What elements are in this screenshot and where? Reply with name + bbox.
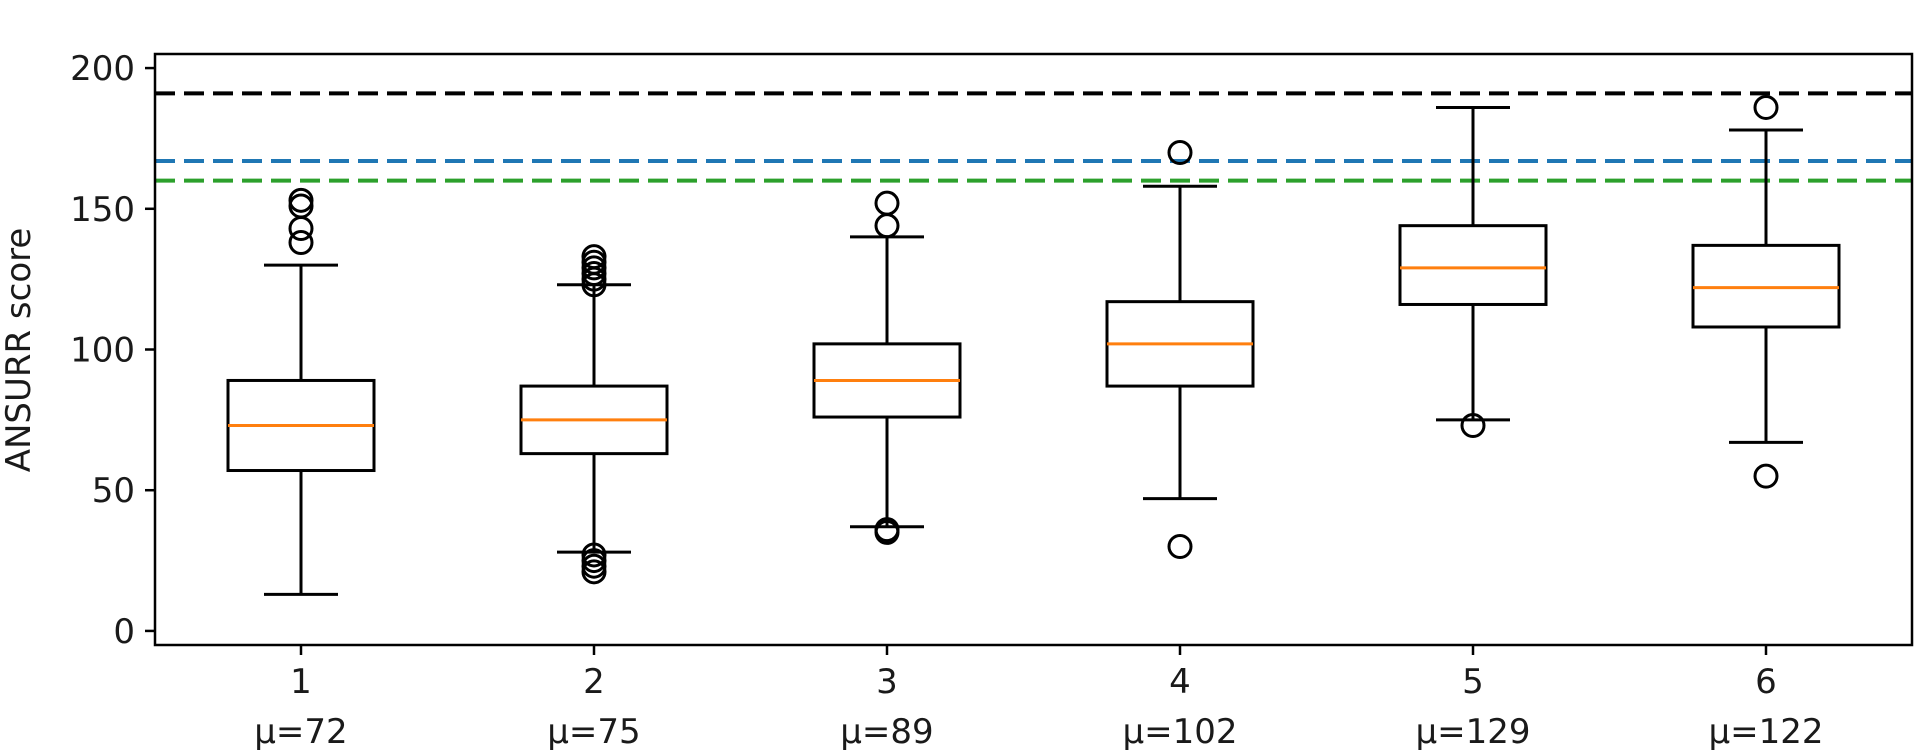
x-tick-label: 5	[1462, 662, 1484, 702]
x-mean-label: μ=89	[840, 712, 933, 752]
outlier-point	[1167, 534, 1193, 559]
box-group-6	[1691, 94, 1841, 489]
x-mean-label: μ=129	[1415, 712, 1530, 752]
outlier-point	[581, 244, 607, 270]
box-group-3	[812, 190, 962, 545]
axes: 0 50 100 150 200 1 μ=72 2 μ=75 3 μ=89 4 μ=102 5 μ=129 6…	[70, 49, 1914, 752]
outlier-point	[1753, 94, 1779, 120]
x-tick-label: 1	[290, 662, 312, 702]
outlier-point	[288, 215, 314, 241]
outlier-point	[1753, 463, 1779, 489]
plot-frame	[153, 52, 1914, 647]
outlier-point	[874, 213, 900, 239]
y-tick-label: 0	[113, 612, 135, 652]
reference-lines	[155, 91, 1912, 183]
outlier-point	[581, 542, 607, 568]
x-tick-label: 6	[1755, 662, 1777, 702]
outlier-point	[288, 230, 314, 256]
x-mean-label: μ=122	[1708, 712, 1823, 752]
outlier-point	[288, 187, 314, 213]
y-axis-label: ANSURR score	[0, 228, 39, 473]
y-tick-label: 50	[92, 471, 135, 511]
box-group-5	[1398, 105, 1548, 438]
x-tick-label: 2	[583, 662, 605, 702]
x-mean-label: μ=75	[547, 712, 640, 752]
outlier-point	[874, 190, 900, 216]
box-group-4	[1105, 140, 1255, 559]
x-tick-label: 3	[876, 662, 898, 702]
outlier-point	[1167, 140, 1193, 165]
box-group-2	[519, 244, 669, 585]
box-series	[226, 94, 1841, 596]
y-tick-label: 150	[70, 190, 135, 230]
box-group-1	[226, 187, 376, 596]
y-tick-label: 100	[70, 331, 135, 371]
outlier-point	[874, 517, 900, 543]
x-tick-label: 4	[1169, 662, 1191, 702]
x-mean-label: μ=72	[254, 712, 347, 752]
y-tick-label: 200	[70, 49, 135, 89]
iqr-box	[1398, 224, 1548, 306]
x-mean-label: μ=102	[1122, 712, 1237, 752]
outlier-point	[1460, 412, 1486, 438]
